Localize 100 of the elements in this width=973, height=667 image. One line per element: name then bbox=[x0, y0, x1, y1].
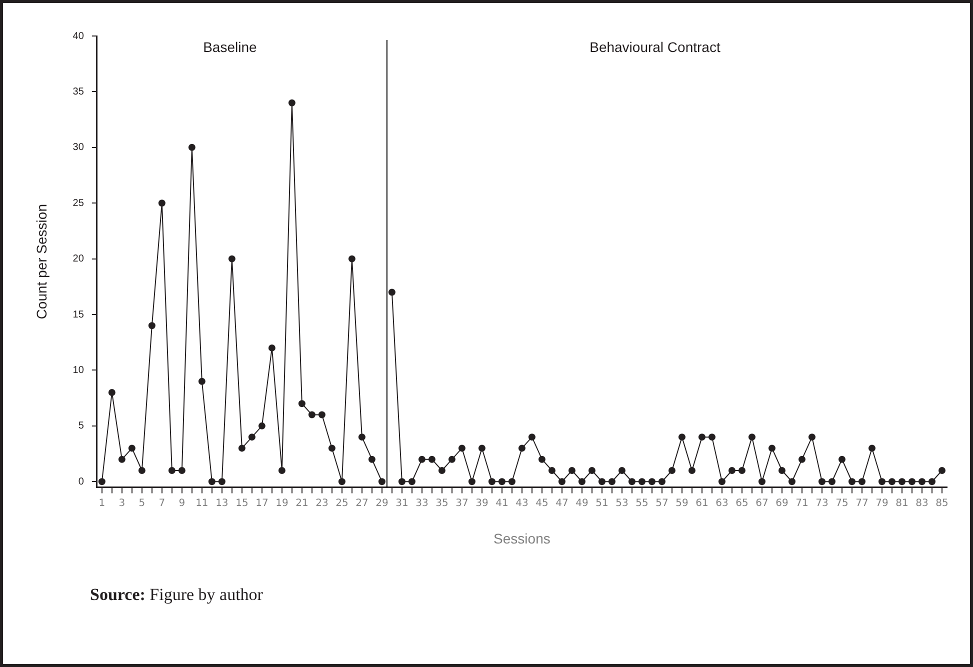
point bbox=[668, 466, 676, 474]
x-tick-label: 53 bbox=[616, 498, 628, 509]
point bbox=[338, 478, 346, 486]
y-tick-label: 0 bbox=[78, 476, 84, 488]
point bbox=[198, 378, 206, 385]
point bbox=[878, 478, 886, 486]
point bbox=[828, 478, 836, 486]
x-tick-label: 23 bbox=[316, 498, 328, 509]
point bbox=[328, 444, 336, 452]
point bbox=[108, 389, 116, 396]
point bbox=[708, 434, 716, 441]
point bbox=[888, 478, 896, 486]
point bbox=[768, 444, 776, 452]
annotation: Baseline bbox=[203, 38, 257, 55]
point bbox=[388, 288, 396, 296]
point bbox=[418, 456, 426, 463]
point bbox=[728, 466, 736, 474]
x-tick-label: 17 bbox=[256, 498, 268, 509]
point bbox=[928, 478, 936, 486]
point bbox=[798, 456, 806, 463]
point bbox=[528, 434, 536, 441]
point bbox=[598, 478, 606, 486]
point bbox=[788, 478, 796, 486]
point bbox=[428, 456, 436, 463]
x-tick-label: 15 bbox=[236, 498, 248, 509]
x-tick-label: 61 bbox=[696, 498, 708, 509]
point bbox=[648, 478, 656, 486]
point bbox=[358, 434, 366, 441]
point bbox=[898, 478, 906, 486]
point bbox=[838, 456, 846, 463]
point bbox=[478, 444, 486, 452]
point bbox=[658, 478, 666, 486]
y-tick-label: 20 bbox=[72, 254, 84, 265]
y-tick-label: 15 bbox=[72, 309, 84, 320]
x-tick-label: 9 bbox=[178, 498, 186, 509]
x-tick-label: 83 bbox=[916, 498, 928, 509]
point bbox=[858, 478, 866, 486]
x-tick-label: 59 bbox=[676, 498, 688, 509]
x-tick-label: 43 bbox=[516, 498, 528, 509]
x-tick-label: 63 bbox=[716, 498, 728, 509]
point bbox=[638, 478, 646, 486]
point bbox=[268, 344, 276, 352]
point bbox=[588, 466, 596, 474]
y-tick-label: 10 bbox=[72, 364, 84, 376]
point bbox=[488, 478, 496, 486]
x-tick-label: 73 bbox=[816, 498, 828, 509]
x-tick-label: 55 bbox=[636, 498, 648, 509]
x-tick-label: 51 bbox=[596, 498, 608, 509]
point bbox=[318, 411, 326, 418]
point bbox=[178, 466, 186, 474]
point bbox=[608, 478, 616, 486]
x-tick-label: 3 bbox=[118, 498, 126, 509]
x-tick-label: 11 bbox=[196, 498, 208, 509]
x-tick-label: 29 bbox=[376, 498, 388, 509]
point bbox=[698, 434, 706, 441]
x-tick-label: 21 bbox=[296, 498, 308, 509]
point bbox=[438, 466, 446, 474]
x-tick-label: 33 bbox=[416, 498, 428, 509]
point bbox=[568, 466, 576, 474]
x-tick-label: 13 bbox=[216, 498, 228, 509]
x-tick-label: 65 bbox=[736, 498, 748, 509]
y-tick-label: 30 bbox=[72, 142, 84, 154]
x-tick-label: 1 bbox=[98, 498, 106, 509]
point bbox=[148, 322, 156, 330]
x-tick-label: 71 bbox=[796, 498, 808, 509]
source-note: Source: Figure by author bbox=[90, 585, 263, 605]
point bbox=[918, 478, 926, 486]
point bbox=[118, 456, 126, 463]
point bbox=[548, 466, 556, 474]
point bbox=[618, 466, 626, 474]
point bbox=[808, 434, 816, 441]
point bbox=[738, 466, 746, 474]
x-tick-label: 39 bbox=[476, 498, 488, 509]
point bbox=[238, 444, 246, 452]
y-tick-label: 5 bbox=[78, 420, 84, 432]
x-tick-label: 81 bbox=[896, 498, 908, 509]
x-tick-label: 69 bbox=[776, 498, 788, 509]
x-tick-label: 67 bbox=[756, 498, 768, 509]
point bbox=[868, 444, 876, 452]
point bbox=[138, 466, 146, 474]
x-tick-label: 31 bbox=[396, 498, 408, 509]
point bbox=[408, 478, 416, 486]
x-tick-label: 5 bbox=[138, 498, 146, 509]
x-tick-label: 7 bbox=[158, 498, 166, 509]
point bbox=[518, 444, 526, 452]
y-tick-label: 40 bbox=[72, 30, 84, 42]
point bbox=[848, 478, 856, 486]
x-tick-label: 45 bbox=[536, 498, 548, 509]
x-tick-label: 47 bbox=[556, 498, 568, 509]
point bbox=[248, 434, 256, 441]
point bbox=[448, 456, 456, 463]
point bbox=[228, 255, 236, 262]
point bbox=[208, 478, 216, 486]
x-tick-label: 57 bbox=[656, 498, 668, 509]
point bbox=[688, 466, 696, 474]
point bbox=[128, 444, 136, 452]
point bbox=[558, 478, 566, 486]
point bbox=[368, 456, 376, 463]
x-tick-label: 19 bbox=[276, 498, 288, 509]
point bbox=[458, 444, 466, 452]
